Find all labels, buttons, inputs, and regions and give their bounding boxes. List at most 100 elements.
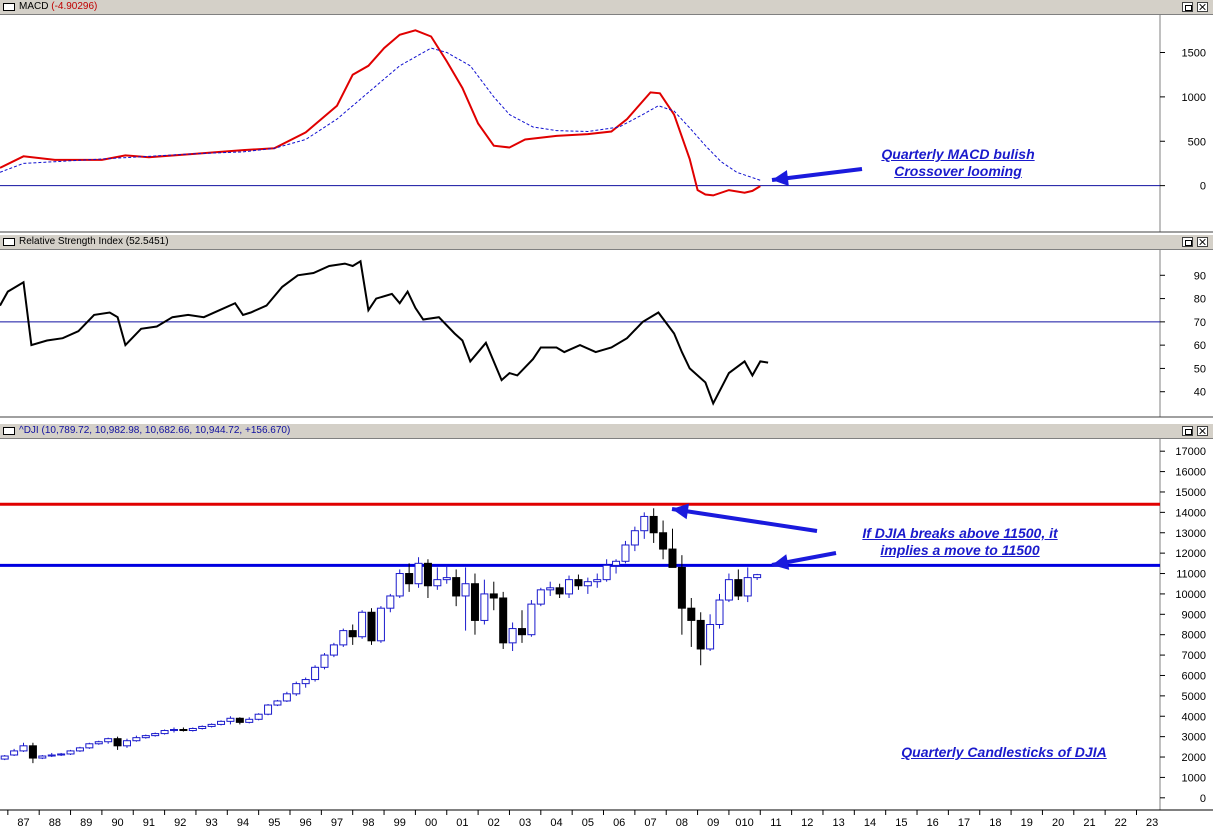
candle-body xyxy=(461,583,470,597)
x-tick-label: 09 xyxy=(707,817,719,829)
y-tick-label: 1500 xyxy=(1182,48,1206,60)
candle-body xyxy=(470,583,479,621)
y-tick-label: 50 xyxy=(1194,363,1206,375)
candle-body xyxy=(565,579,574,595)
annotation-line: Crossover looming xyxy=(894,163,1022,179)
macd-value: (-4.90296) xyxy=(51,1,98,12)
y-tick-label: 70 xyxy=(1194,317,1206,329)
candle-body xyxy=(245,718,254,723)
y-tick-label: 1000 xyxy=(1182,772,1206,784)
y-tick-label: 11000 xyxy=(1176,569,1206,581)
y-tick-label: 8000 xyxy=(1182,630,1206,642)
candle-body xyxy=(47,754,56,757)
candle-body xyxy=(132,737,141,742)
candle-body xyxy=(348,630,357,638)
y-tick-label: 3000 xyxy=(1182,732,1206,744)
candle-body xyxy=(66,750,75,755)
candle-body xyxy=(687,607,696,621)
x-tick-label: 15 xyxy=(895,817,907,829)
maximize-icon[interactable] xyxy=(1182,426,1193,436)
close-icon[interactable] xyxy=(1197,426,1208,436)
y-tick-label: 0 xyxy=(1200,181,1206,193)
plot-background xyxy=(0,439,1213,810)
candle-body xyxy=(452,577,461,597)
candle-body xyxy=(612,560,621,566)
x-tick-label: 08 xyxy=(676,817,688,829)
candle-body xyxy=(113,738,122,747)
x-tick-label: 20 xyxy=(1052,817,1064,829)
candle-body xyxy=(499,597,508,644)
x-tick-label: 95 xyxy=(268,817,280,829)
x-tick-label: 16 xyxy=(927,817,939,829)
x-tick-label: 88 xyxy=(49,817,61,829)
candle-body xyxy=(753,574,762,579)
candle-body xyxy=(38,755,47,759)
y-tick-label: 90 xyxy=(1194,270,1206,282)
candle-body xyxy=(179,729,188,732)
candle-body xyxy=(724,579,733,601)
x-tick-label: 03 xyxy=(519,817,531,829)
x-tick-label: 17 xyxy=(958,817,970,829)
candle-body xyxy=(640,515,649,532)
candle-body xyxy=(301,679,310,685)
y-tick-label: 80 xyxy=(1194,294,1206,306)
y-tick-label: 6000 xyxy=(1182,670,1206,682)
candle-body xyxy=(264,704,273,715)
close-icon[interactable] xyxy=(1197,237,1208,247)
x-tick-label: 97 xyxy=(331,817,343,829)
y-tick-label: 17000 xyxy=(1175,446,1206,458)
maximize-icon[interactable] xyxy=(1182,2,1193,12)
annotation-line: If DJIA breaks above 11500, it xyxy=(862,525,1058,541)
y-tick-label: 12000 xyxy=(1175,548,1206,560)
djia-label: ^DJI xyxy=(19,425,39,436)
djia-annotation: If DJIA breaks above 11500, it implies a… xyxy=(835,525,1085,559)
rsi-label: Relative Strength Index xyxy=(19,236,123,247)
candle-body xyxy=(85,743,94,749)
x-tick-label: 05 xyxy=(582,817,594,829)
candle-body xyxy=(75,747,84,752)
maximize-icon[interactable] xyxy=(1182,237,1193,247)
x-tick-label: 22 xyxy=(1115,817,1127,829)
djia-panel-header: ^DJI (10,789.72, 10,982.98, 10,682.66, 1… xyxy=(0,424,1213,439)
plot-background xyxy=(0,15,1213,232)
panel-toggle-icon[interactable] xyxy=(3,3,15,11)
rsi-panel-header: Relative Strength Index (52.5451) xyxy=(0,235,1213,250)
x-tick-label: 07 xyxy=(644,817,656,829)
djia-chart: 0 1000 2000 3000 4000 5000 6000 7000 8000 9000 100… xyxy=(0,439,1213,811)
candle-body xyxy=(329,644,338,656)
candle-body xyxy=(508,628,517,644)
y-tick-label: 7000 xyxy=(1182,650,1206,662)
candle-body xyxy=(254,713,263,720)
macd-annotation: Quarterly MACD bulish Crossover looming xyxy=(858,146,1058,180)
candle-body xyxy=(574,579,583,587)
plot-background xyxy=(0,250,1213,417)
x-tick-label: 13 xyxy=(833,817,845,829)
candle-body xyxy=(696,619,705,650)
close-icon[interactable] xyxy=(1197,2,1208,12)
candle-body xyxy=(593,579,602,583)
candle-body xyxy=(217,720,226,725)
candle-body xyxy=(188,727,197,732)
candle-body xyxy=(405,573,414,585)
x-tick-label: 21 xyxy=(1083,817,1095,829)
panel-toggle-icon[interactable] xyxy=(3,238,15,246)
candle-body xyxy=(442,577,451,581)
candle-body xyxy=(226,717,235,722)
candle-body xyxy=(734,579,743,597)
candle-body xyxy=(715,599,724,625)
candle-body xyxy=(141,735,150,739)
candle-body xyxy=(151,733,160,737)
candle-body xyxy=(376,607,385,642)
x-tick-label: 02 xyxy=(488,817,500,829)
x-tick-label: 89 xyxy=(80,817,92,829)
y-tick-label: 500 xyxy=(1188,136,1206,148)
candle-body xyxy=(282,693,291,702)
annotation-line: Quarterly MACD bulish xyxy=(881,146,1035,162)
x-tick-label: 90 xyxy=(111,817,123,829)
candle-body xyxy=(207,723,216,727)
candle-body xyxy=(339,630,348,646)
candle-body xyxy=(28,745,37,759)
panel-toggle-icon[interactable] xyxy=(3,427,15,435)
candle-body xyxy=(706,624,715,650)
